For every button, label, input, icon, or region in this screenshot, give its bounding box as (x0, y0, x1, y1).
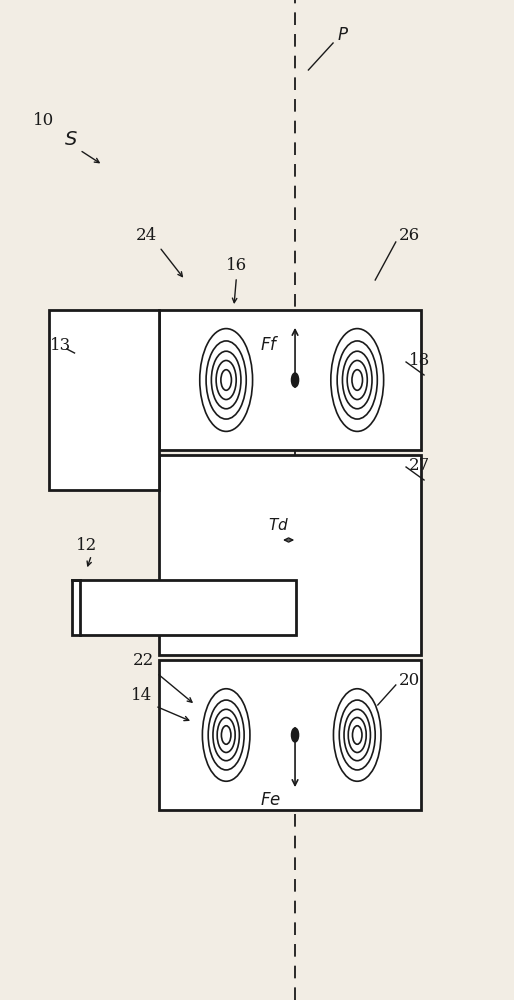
Text: 16: 16 (226, 257, 247, 274)
Text: 24: 24 (136, 227, 157, 244)
Circle shape (291, 728, 299, 742)
Text: 27: 27 (409, 457, 430, 474)
Text: 22: 22 (133, 652, 154, 669)
Text: $\mathit{Fe}$: $\mathit{Fe}$ (260, 791, 281, 809)
Text: 20: 20 (398, 672, 419, 689)
Text: 14: 14 (131, 687, 152, 704)
Text: $\mathit{P}$: $\mathit{P}$ (337, 26, 348, 44)
Text: $\mathit{S}$: $\mathit{S}$ (64, 130, 78, 149)
Text: 26: 26 (398, 227, 419, 244)
Bar (159, 310, 421, 450)
Bar (159, 455, 421, 655)
Text: $\mathit{Ff}$: $\mathit{Ff}$ (260, 336, 279, 354)
Text: 18: 18 (409, 352, 430, 369)
Bar (159, 660, 421, 810)
Text: $\mathit{Td}$: $\mathit{Td}$ (268, 517, 289, 533)
Text: 10: 10 (33, 112, 54, 129)
Bar (72, 580, 296, 635)
Text: 12: 12 (76, 537, 97, 554)
Circle shape (291, 373, 299, 387)
Bar (49, 310, 159, 490)
Text: 13: 13 (50, 337, 71, 354)
